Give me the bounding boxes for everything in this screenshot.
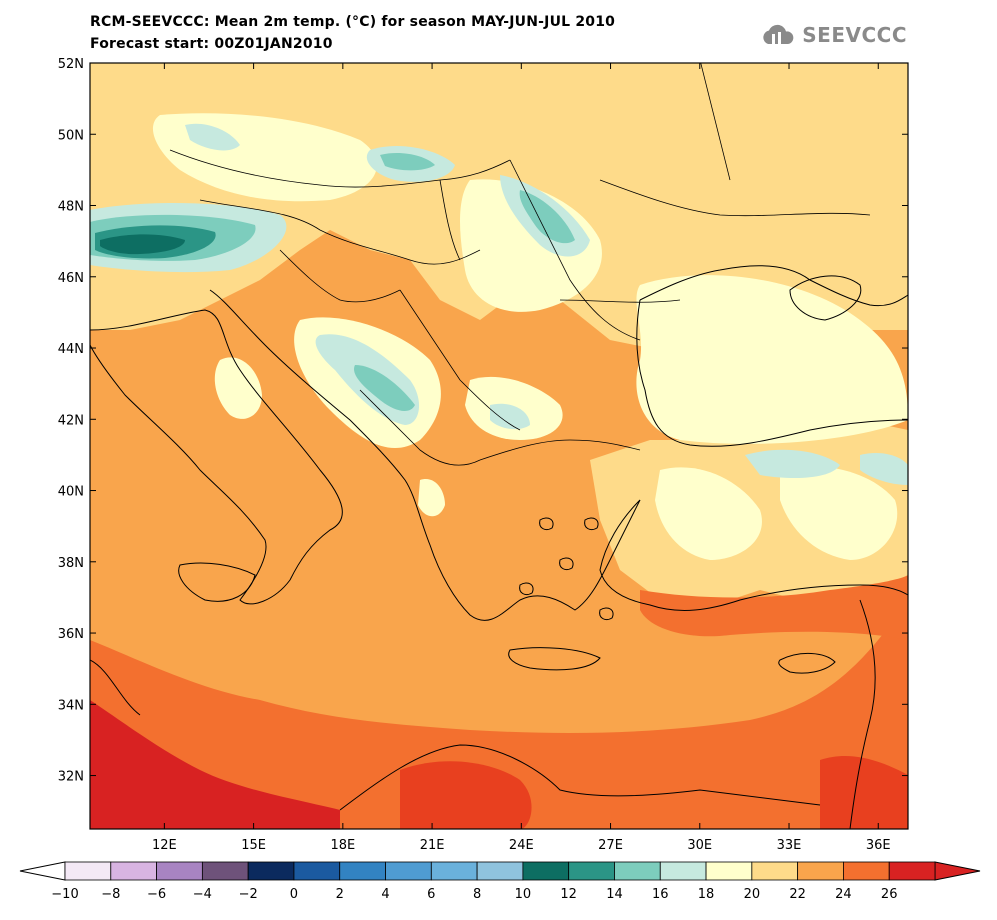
cloud-icon [763, 24, 794, 44]
colorbar-label: 14 [606, 887, 623, 902]
colorbar-swatch [568, 861, 615, 881]
colorbar-swatch [797, 861, 844, 881]
colorbar-label: 22 [789, 887, 806, 902]
colorbar-label: −8 [101, 887, 120, 902]
colorbar-label: −10 [51, 887, 78, 902]
coast-black-sea [636, 265, 908, 447]
lon-tick-label: 15E [241, 838, 266, 853]
field-alps-peak [100, 234, 185, 255]
lon-tick-label: 21E [420, 838, 445, 853]
colorbar-swatch [476, 861, 524, 881]
lat-tick-label: 42N [58, 413, 84, 428]
lat-tick-label: 46N [58, 271, 84, 286]
lat-tick-label: 34N [58, 698, 84, 713]
coast-north-africa [90, 659, 821, 811]
field-sinai-hot [820, 755, 908, 829]
temperature-field [90, 63, 908, 829]
colorbar-swatch [293, 861, 341, 881]
colorbar-swatch [339, 861, 386, 881]
colorbar-label: 2 [336, 887, 344, 902]
colorbar-swatch [156, 861, 203, 881]
field-south-hot [90, 600, 908, 829]
plot-frame [89, 62, 909, 830]
lat-tick-label: 52N [58, 57, 84, 72]
national-borders [169, 63, 871, 466]
colorbar-swatch [385, 861, 432, 881]
colorbar-label: 20 [744, 887, 761, 902]
logo-text: SEEVCCC [802, 23, 907, 47]
lon-tick-label: 24E [509, 838, 534, 853]
colorbar-label: −2 [239, 887, 258, 902]
colorbar-label: 12 [560, 887, 577, 902]
colorbar-label: 8 [473, 887, 481, 902]
colorbar-label: 0 [290, 887, 298, 902]
colorbar-label: 10 [515, 887, 532, 902]
lat-tick-label: 36N [58, 627, 84, 642]
map-subtitle: Forecast start: 00Z01JAN2010 [90, 36, 333, 52]
colorbar-label: 26 [881, 887, 898, 902]
colorbar-over-arrow [934, 861, 981, 881]
colorbar-label: 18 [698, 887, 715, 902]
coast-sicily [178, 562, 256, 602]
coast-aegean-islands [519, 517, 614, 621]
lat-tick-label: 48N [58, 200, 84, 215]
colorbar-swatch [201, 861, 249, 881]
field-egypt-hottest [400, 761, 532, 829]
map-title: RCM-SEEVCCC: Mean 2m temp. (°C) for seas… [90, 14, 616, 30]
colorbar-under-arrow [19, 861, 66, 881]
colorbar-swatch [751, 861, 799, 881]
coast-cyprus [778, 653, 836, 674]
colorbar-swatch [843, 861, 890, 881]
lon-tick-label: 30E [687, 838, 712, 853]
colorbar-label: −4 [193, 887, 212, 902]
lat-tick-label: 32N [58, 770, 84, 785]
lat-tick-label: 38N [58, 556, 84, 571]
coast-crete [508, 647, 601, 671]
lat-tick-label: 50N [58, 128, 84, 143]
colorbar-label: 4 [381, 887, 389, 902]
colorbar: −10 −8 −6 −4 −2 0 2 4 6 8 10 12 14 16 18 20 22 24 26 [19, 861, 981, 902]
lat-tick-label: 44N [58, 342, 84, 357]
field-libya-hottest [90, 700, 340, 829]
colorbar-label: −6 [147, 887, 166, 902]
colorbar-label: 16 [652, 887, 669, 902]
coast-balkans [209, 289, 641, 621]
coastlines [90, 265, 908, 829]
lon-tick-label: 36E [866, 838, 891, 853]
coast-levant [849, 599, 876, 829]
lon-tick-label: 33E [777, 838, 802, 853]
lon-tick-label: 12E [152, 838, 177, 853]
colorbar-swatch [888, 861, 936, 881]
colorbar-swatch [659, 861, 707, 881]
coast-italy [90, 309, 343, 605]
field-levant-hot [640, 575, 908, 640]
longitude-axis: 12E 15E 18E 21E 24E 27E 30E 33E 36E [152, 63, 891, 853]
coast-turkey-west [599, 499, 908, 611]
lon-tick-label: 27E [598, 838, 623, 853]
colorbar-swatch [64, 861, 112, 881]
colorbar-swatch [705, 861, 753, 881]
seevccc-logo: SEEVCCC [760, 22, 907, 48]
colorbar-swatch [522, 861, 570, 881]
colorbar-label: 6 [427, 887, 435, 902]
colorbar-swatch [247, 861, 295, 881]
latitude-axis: 52N 50N 48N 46N 44N 42N 40N 38N 36N 34N 32N [58, 57, 908, 785]
colorbar-swatch [614, 861, 661, 881]
coast-crimea [789, 275, 862, 321]
colorbar-swatch [110, 861, 157, 881]
colorbar-swatch [430, 861, 478, 881]
lat-tick-label: 40N [58, 485, 84, 500]
colorbar-label: 24 [835, 887, 852, 902]
lon-tick-label: 18E [330, 838, 355, 853]
